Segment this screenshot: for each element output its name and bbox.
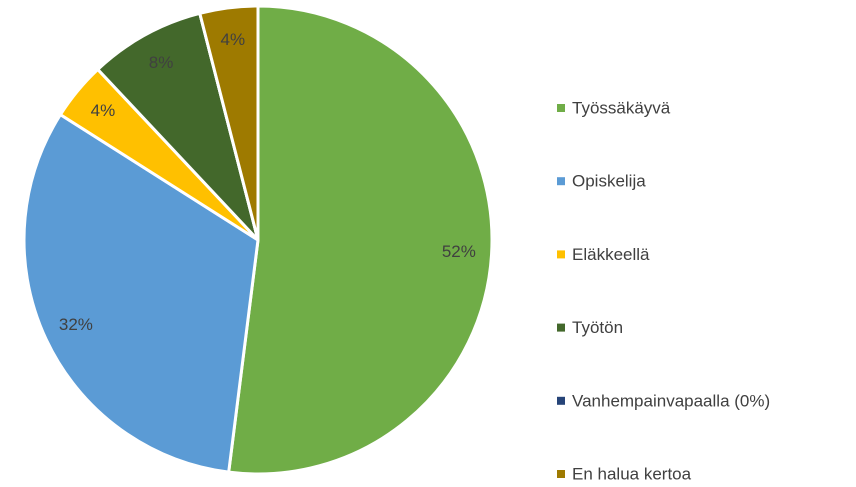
legend-swatch xyxy=(557,323,565,332)
data-label: 4% xyxy=(220,30,245,49)
data-label: 52% xyxy=(442,242,476,261)
legend-label: Opiskelija xyxy=(572,172,646,191)
legend-label: Työssäkäyvä xyxy=(572,98,671,117)
data-label: 4% xyxy=(91,101,116,120)
legend-swatch xyxy=(557,104,565,112)
legend-swatch xyxy=(557,396,565,405)
legend-label: Työtön xyxy=(572,318,623,337)
pie-slice xyxy=(96,11,260,242)
legend-label: Vanhempainvapaalla (0%) xyxy=(572,391,770,410)
pie-slice xyxy=(198,4,260,242)
data-label: 8% xyxy=(149,53,174,72)
legend-label: Eläkkeellä xyxy=(572,245,650,264)
legend-swatch xyxy=(557,470,565,478)
data-label: 32% xyxy=(59,315,93,334)
pie-slice xyxy=(227,4,494,476)
legend-label: En halua kertoa xyxy=(572,464,692,483)
legend-swatch xyxy=(557,250,565,259)
legend-swatch xyxy=(557,177,565,186)
